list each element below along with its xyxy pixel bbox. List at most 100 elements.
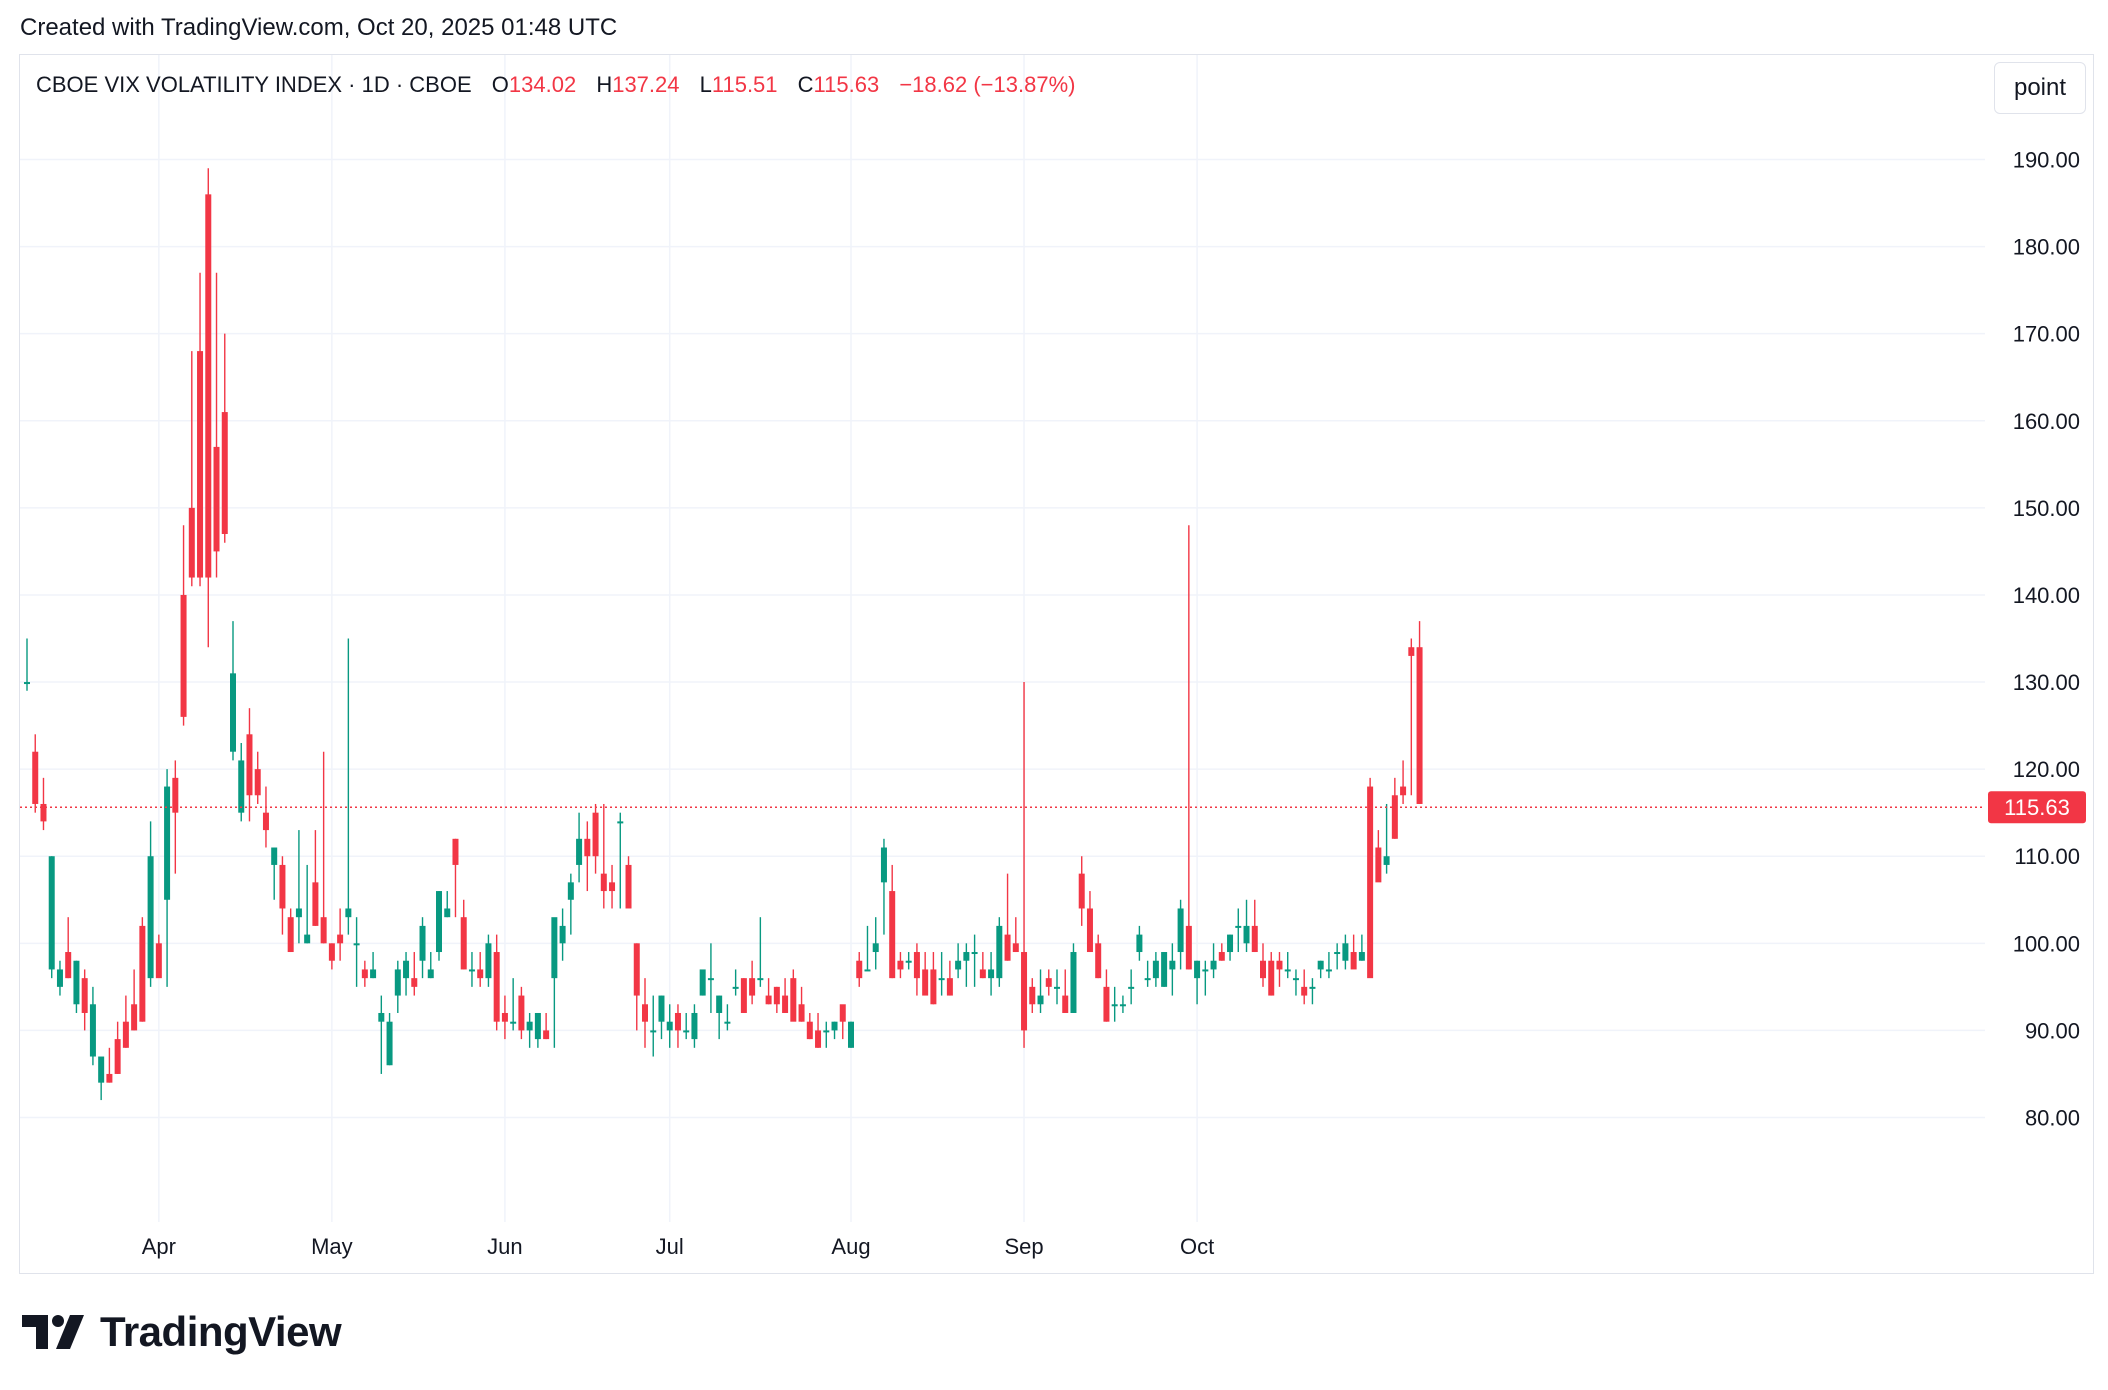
y-tick-label: 110.00 (2014, 844, 2080, 869)
candle-body (905, 960, 912, 963)
candle-body (444, 908, 451, 918)
candle-up (823, 1021, 830, 1048)
candle-up (1128, 969, 1135, 1005)
candle-body (642, 1004, 648, 1022)
candle-body (1284, 969, 1291, 972)
candle-body (262, 812, 269, 831)
y-tick-label: 100.00 (2013, 931, 2080, 956)
candle-down (246, 708, 253, 822)
candle-body (279, 864, 286, 909)
candle-body (1383, 856, 1390, 865)
candle-body (1037, 995, 1044, 1005)
candle-body (493, 952, 500, 1022)
tradingview-logo-icon (22, 1315, 84, 1349)
candle-body (1152, 960, 1159, 979)
candle-down (205, 168, 212, 648)
candle-body (40, 803, 47, 822)
candle-body (1309, 986, 1316, 989)
candle-up (534, 1012, 541, 1048)
candle-body (798, 1004, 805, 1022)
candle-body (749, 978, 756, 996)
candle-down (106, 1047, 113, 1083)
candle-body (172, 777, 179, 813)
time-axis: Apr May Jun Jul Aug Sep Oct (142, 1234, 1214, 1259)
candle-down (1012, 917, 1019, 953)
candle-body (1227, 934, 1234, 953)
candle-body (131, 1004, 138, 1031)
candle-up (872, 917, 879, 970)
candle-body (609, 882, 616, 892)
candle-down (1260, 943, 1266, 987)
candle-up (345, 638, 352, 935)
candle-body (674, 1012, 681, 1031)
candle-up (403, 952, 410, 996)
candle-down (337, 908, 344, 961)
candle-up (304, 864, 311, 944)
y-tick-label: 140.00 (2013, 583, 2080, 608)
candle-body (81, 978, 88, 1013)
candle-body (73, 960, 80, 1005)
candle-body (56, 969, 63, 987)
x-tick-label: Apr (142, 1234, 176, 1259)
candle-body (773, 986, 780, 1005)
candle-body (1103, 986, 1110, 1022)
candle-body (650, 1030, 657, 1033)
candle-up (567, 873, 574, 935)
candle-down (1268, 952, 1275, 996)
candle-body (1161, 952, 1168, 987)
tradingview-logo[interactable]: TradingView (22, 1308, 342, 1356)
candle-down (592, 803, 599, 874)
candle-up (56, 960, 63, 996)
close-label: C (797, 72, 814, 97)
x-tick-label: May (311, 1234, 353, 1259)
candle-down (1400, 760, 1407, 804)
candle-up (24, 638, 30, 691)
candle-down (1367, 777, 1374, 979)
candle-up (716, 995, 723, 1040)
candle-up (427, 952, 434, 979)
candle-up (1152, 952, 1159, 987)
candle-up (378, 995, 385, 1074)
candle-down (1045, 969, 1052, 996)
candle-down (609, 864, 616, 909)
candle-body (436, 891, 442, 953)
candle-down (913, 943, 920, 996)
candle-body (1243, 925, 1250, 944)
candle-body (996, 925, 1003, 979)
candle-body (1334, 952, 1341, 955)
candle-up (551, 917, 558, 1048)
candle-down (930, 952, 937, 1005)
candle-down (740, 978, 747, 1013)
candle-body (633, 943, 640, 996)
candle-down (600, 803, 607, 909)
candle-body (295, 908, 302, 918)
candle-down (131, 969, 138, 1031)
candles (24, 168, 1423, 1101)
candle-body (930, 969, 937, 1005)
candle-body (732, 986, 739, 989)
candle-body (312, 882, 319, 926)
candle-up (1169, 943, 1176, 996)
candle-body (1095, 943, 1102, 979)
candle-down (411, 952, 418, 996)
candle-up (1358, 934, 1365, 961)
last-price-tag (1988, 791, 2086, 824)
candle-body (1202, 969, 1209, 972)
candle-body (658, 995, 665, 1022)
candle-body (1301, 986, 1308, 996)
candle-up (650, 995, 657, 1057)
candle-body (230, 673, 236, 752)
candle-body (1111, 1004, 1118, 1007)
candle-body (1400, 786, 1407, 796)
x-tick-label: Sep (1004, 1234, 1043, 1259)
candle-up (1161, 952, 1168, 987)
price-unit-button[interactable]: point (1994, 62, 2086, 114)
candle-body (1325, 969, 1332, 972)
candle-down (320, 751, 327, 944)
candle-body (155, 943, 162, 979)
candle-up (666, 1004, 673, 1048)
candle-body (625, 864, 632, 909)
candle-body (24, 682, 30, 685)
candle-body (765, 995, 772, 1005)
